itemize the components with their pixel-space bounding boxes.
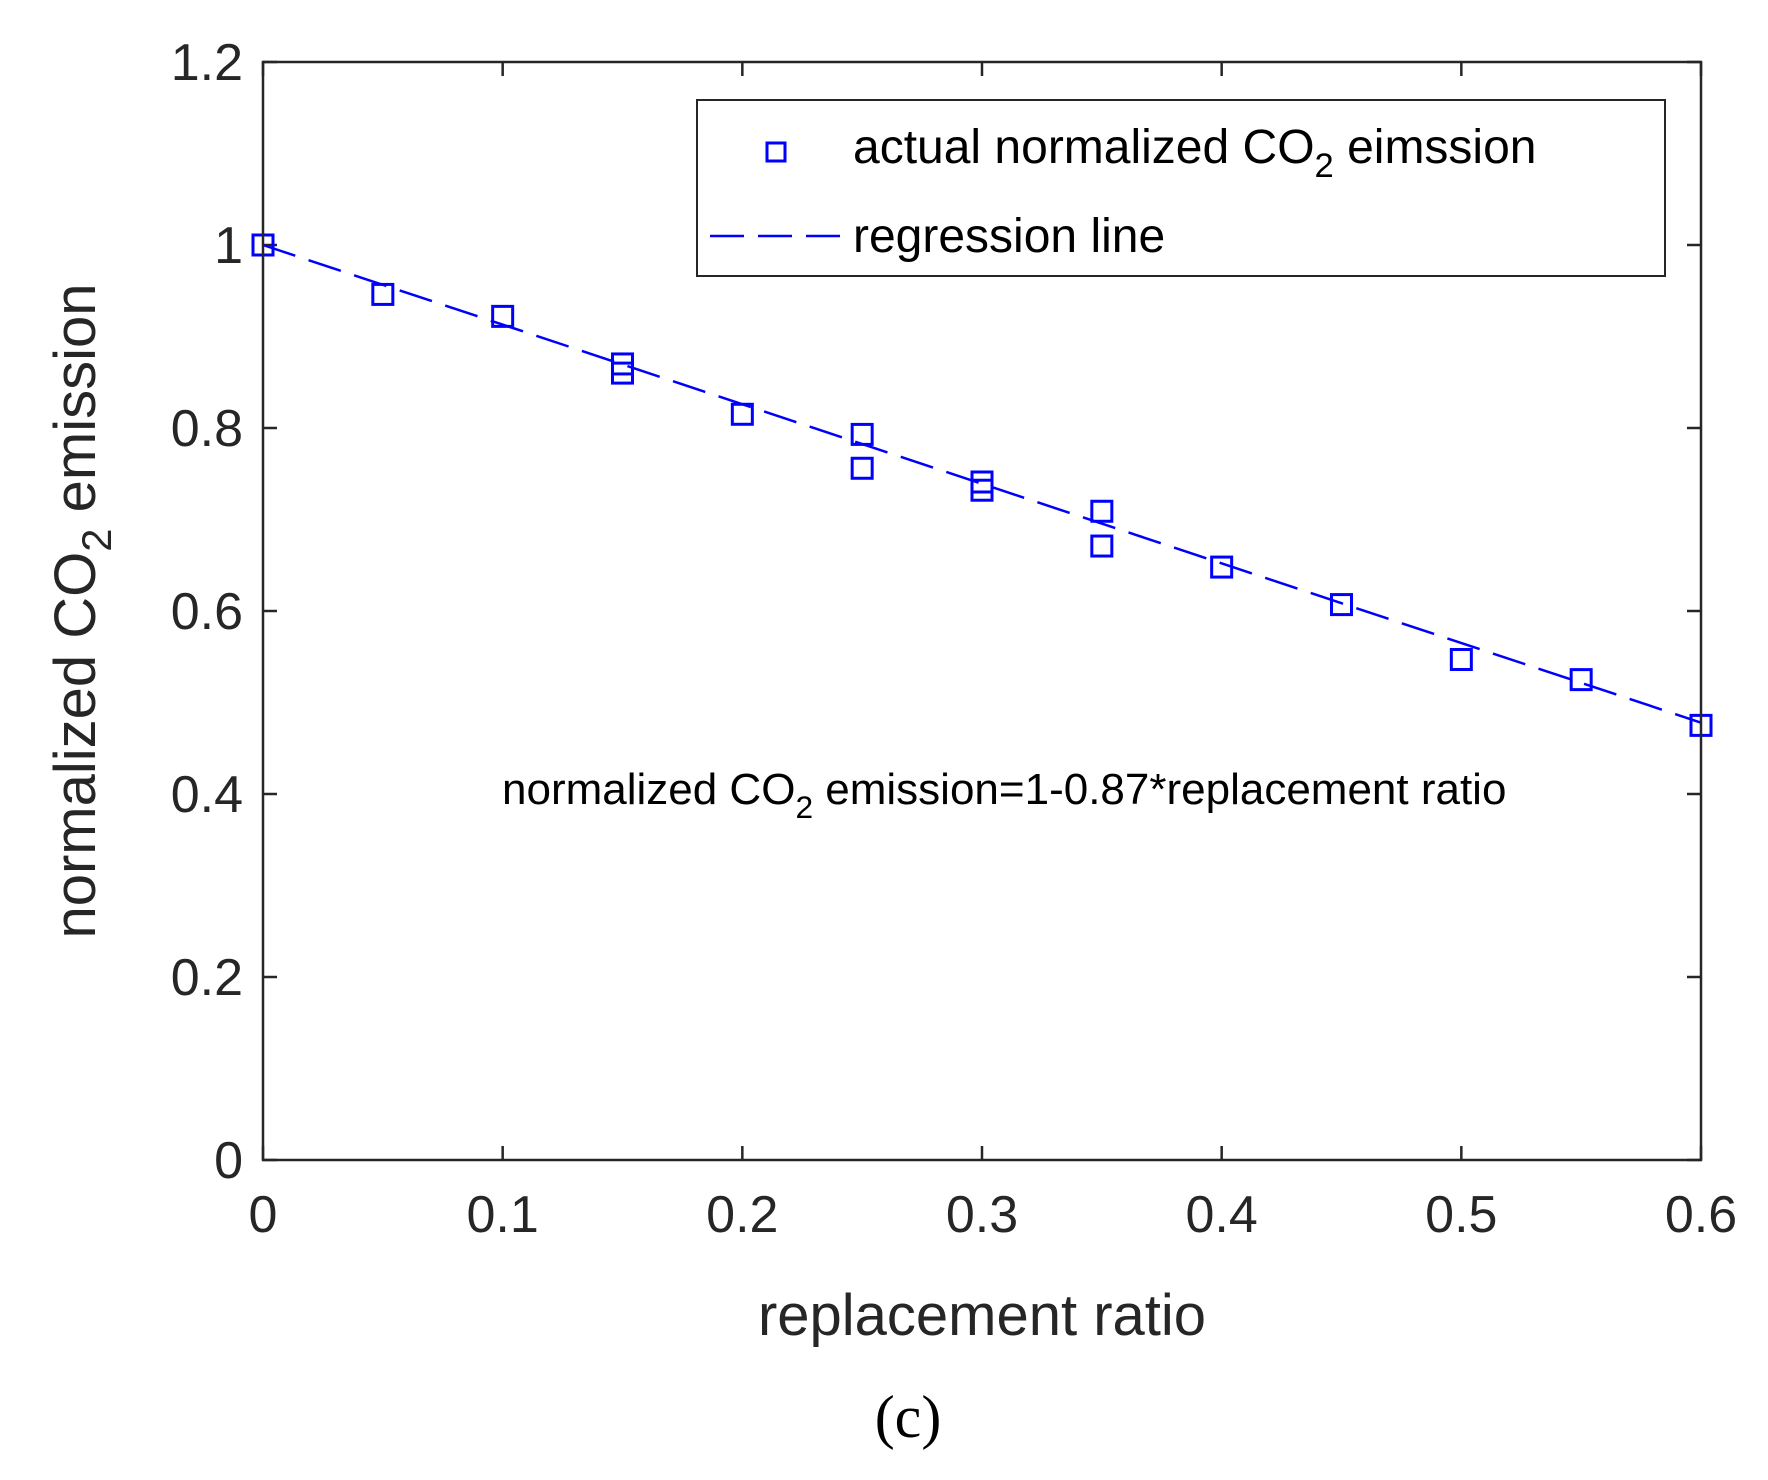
regression-equation: normalized CO2 emission=1-0.87*replaceme…: [502, 765, 1506, 825]
x-tick-label: 0.2: [706, 1186, 778, 1244]
legend-entry-actual: actual normalized CO2 eimssion: [853, 121, 1536, 185]
x-axis-label: replacement ratio: [758, 1283, 1206, 1348]
data-point-marker: [1449, 647, 1473, 671]
legend-box: [696, 99, 1666, 277]
data-point-marker: [371, 282, 395, 306]
data-point-marker: [850, 456, 874, 480]
y-tick-label: 0.4: [171, 766, 243, 824]
data-point-marker: [1569, 668, 1593, 692]
data-point-marker: [1330, 593, 1353, 617]
y-tick-label: 0: [214, 1132, 243, 1190]
data-point-marker: [850, 422, 874, 446]
y-axis-label: normalized CO2 emission: [43, 283, 120, 938]
panel-caption: (c): [875, 1384, 942, 1450]
y-tick-labels: 0 0.2 0.4 0.6 0.8 1 1.2: [171, 34, 243, 1190]
plot-area-frame: [261, 60, 1703, 1162]
x-tick-label: 0.6: [1665, 1186, 1737, 1244]
data-point-marker: [611, 361, 634, 385]
legend: actual normalized CO2 eimssion regressio…: [696, 99, 1666, 277]
y-tick-label: 1: [214, 217, 243, 275]
regression-line-group: [262, 243, 1702, 724]
data-point-marker: [1090, 499, 1114, 523]
y-tick-label: 0.8: [171, 400, 243, 458]
y-tick-label: 0.2: [171, 949, 243, 1007]
regression-line: [262, 243, 1702, 724]
data-markers: [251, 233, 1713, 737]
x-tick-label: 0: [249, 1186, 278, 1244]
legend-entry-regression: regression line: [853, 210, 1165, 263]
x-tick-label: 0.5: [1425, 1186, 1497, 1244]
x-tick-label: 0.3: [946, 1186, 1018, 1244]
y-tick-label: 1.2: [171, 34, 243, 92]
x-tick-label: 0.4: [1186, 1186, 1258, 1244]
legend-marker-square: [765, 141, 787, 163]
data-point-marker: [491, 304, 515, 328]
x-tick-label: 0.1: [467, 1186, 539, 1244]
data-point-marker: [970, 478, 994, 502]
data-point-marker: [1090, 534, 1114, 558]
data-point-marker: [730, 402, 754, 426]
y-tick-label: 0.6: [171, 583, 243, 641]
data-point-marker: [1210, 555, 1234, 579]
x-tick-labels: 0 0.1 0.2 0.3 0.4 0.5 0.6: [249, 1186, 1738, 1244]
